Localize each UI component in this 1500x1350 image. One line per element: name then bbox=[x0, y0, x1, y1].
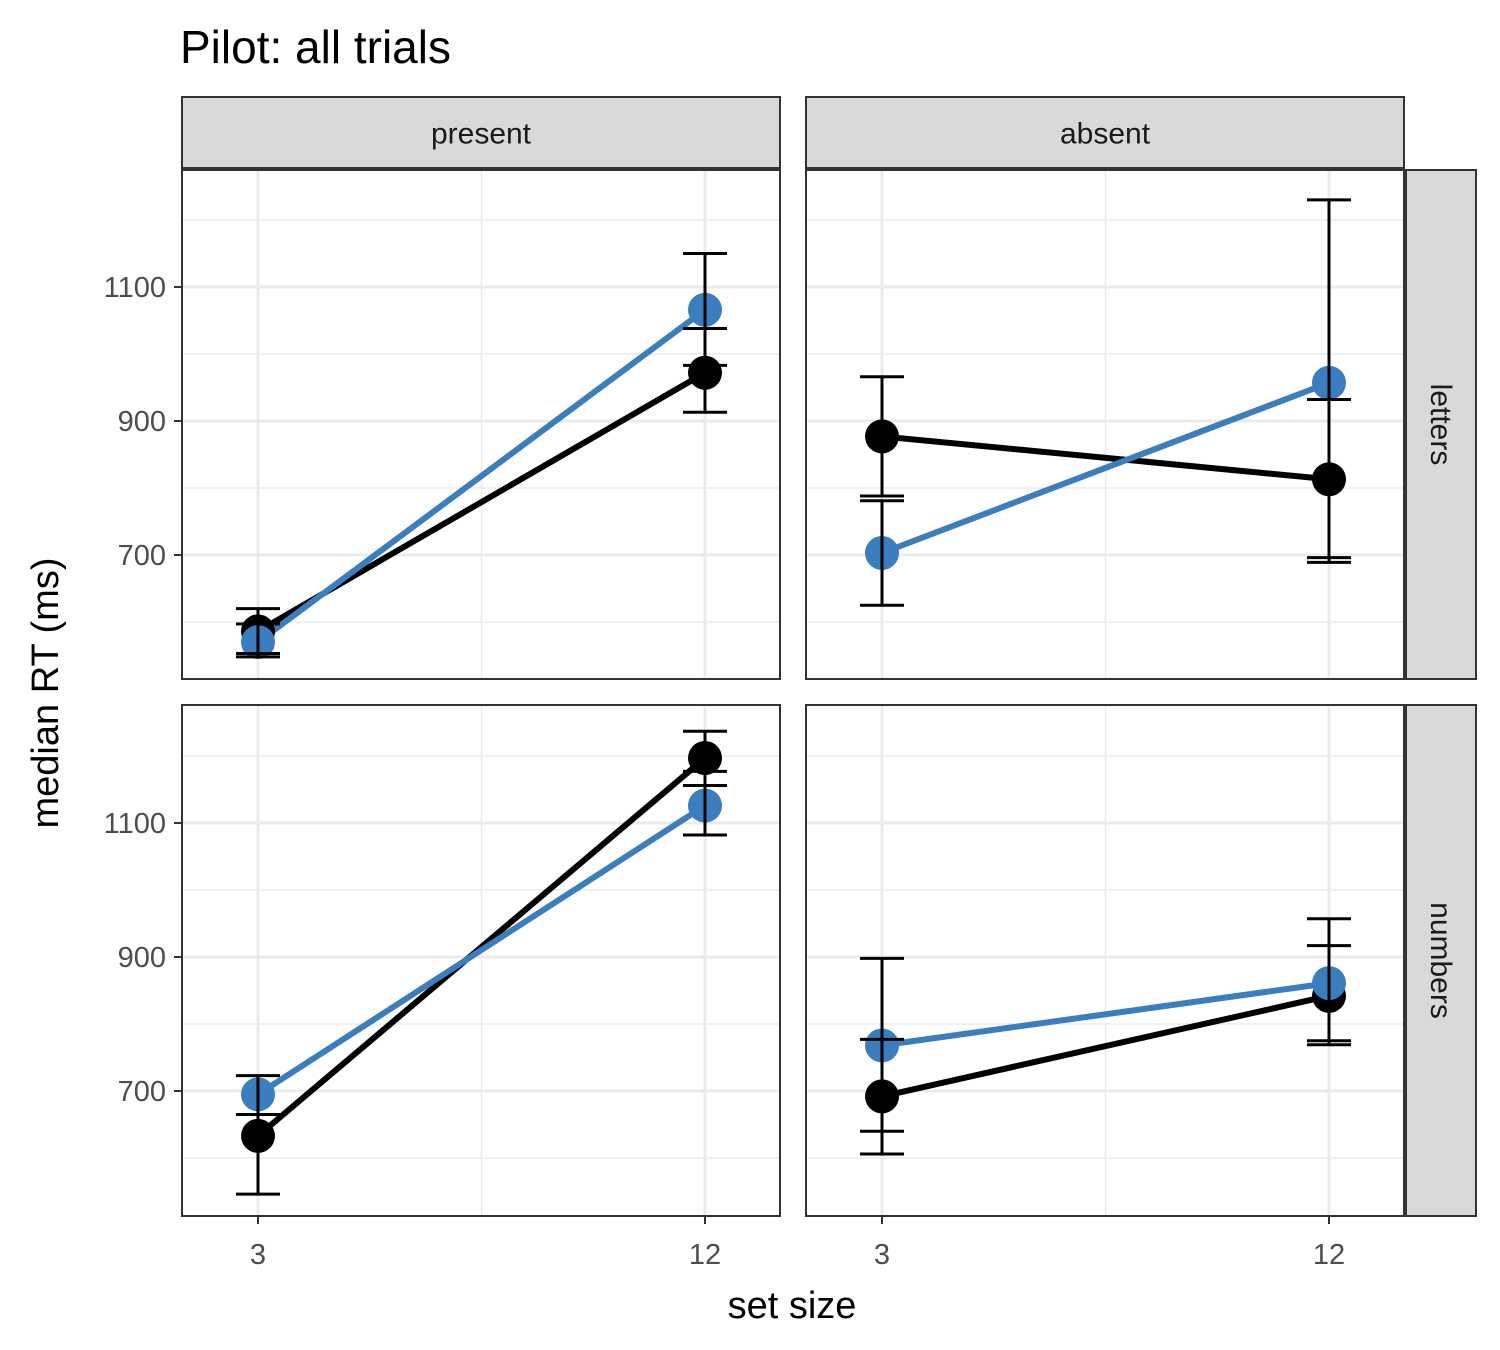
strip-label-numbers: numbers bbox=[1424, 902, 1457, 1019]
error-bar bbox=[236, 622, 280, 659]
x-tick-label: 12 bbox=[1313, 1239, 1345, 1271]
strip-present bbox=[181, 96, 781, 169]
panel-plot-area bbox=[806, 705, 1404, 1216]
strip-label-absent: absent bbox=[1060, 118, 1151, 151]
series-line bbox=[880, 380, 1331, 556]
panel-absent-numbers bbox=[805, 704, 1405, 1217]
panel-border bbox=[181, 169, 781, 680]
panel-present-numbers bbox=[181, 704, 781, 1217]
x-tick-label: 3 bbox=[250, 1239, 266, 1271]
error-bar bbox=[683, 252, 727, 367]
x-axis-title: set size bbox=[728, 1285, 857, 1327]
error-bar bbox=[1307, 917, 1351, 1043]
y-axis-title: median RT (ms) bbox=[25, 558, 67, 829]
y-tick-label: 1100 bbox=[104, 808, 166, 840]
strip-numbers bbox=[1405, 704, 1477, 1217]
panel-plot-area bbox=[806, 170, 1404, 679]
panel-present-letters bbox=[181, 169, 781, 680]
x-tick-label: 3 bbox=[874, 1239, 890, 1271]
strip-letters bbox=[1405, 169, 1477, 680]
series-line bbox=[881, 992, 1330, 1100]
series-line bbox=[881, 433, 1330, 483]
y-tick-label: 1100 bbox=[104, 272, 166, 304]
x-tick-label: 12 bbox=[689, 1239, 721, 1271]
panel-absent-letters bbox=[805, 169, 1405, 680]
y-tick-label: 900 bbox=[118, 942, 166, 974]
strip-label-letters: letters bbox=[1424, 384, 1457, 466]
series-line bbox=[881, 980, 1330, 1049]
panel-border bbox=[181, 704, 781, 1217]
chart-title: Pilot: all trials bbox=[180, 21, 451, 73]
error-bar bbox=[1307, 398, 1351, 564]
error-bar bbox=[683, 769, 727, 837]
panels-layer: present absent letters numbers 700 900 1100 700… bbox=[104, 96, 1477, 1271]
error-bar bbox=[860, 499, 904, 607]
series-line bbox=[256, 307, 707, 645]
series-line bbox=[256, 803, 707, 1097]
y-tick-label: 700 bbox=[118, 1076, 166, 1108]
strip-absent bbox=[805, 96, 1405, 169]
error-bar bbox=[860, 956, 904, 1133]
strip-label-present: present bbox=[431, 118, 532, 151]
y-tick-label: 900 bbox=[118, 406, 166, 438]
panel-border bbox=[805, 704, 1405, 1217]
panel-plot-area bbox=[182, 170, 780, 679]
error-bar bbox=[236, 1074, 280, 1116]
panel-plot-area bbox=[182, 705, 780, 1216]
error-bar bbox=[860, 375, 904, 498]
y-tick-label: 700 bbox=[118, 540, 166, 572]
panel-border bbox=[805, 169, 1405, 680]
